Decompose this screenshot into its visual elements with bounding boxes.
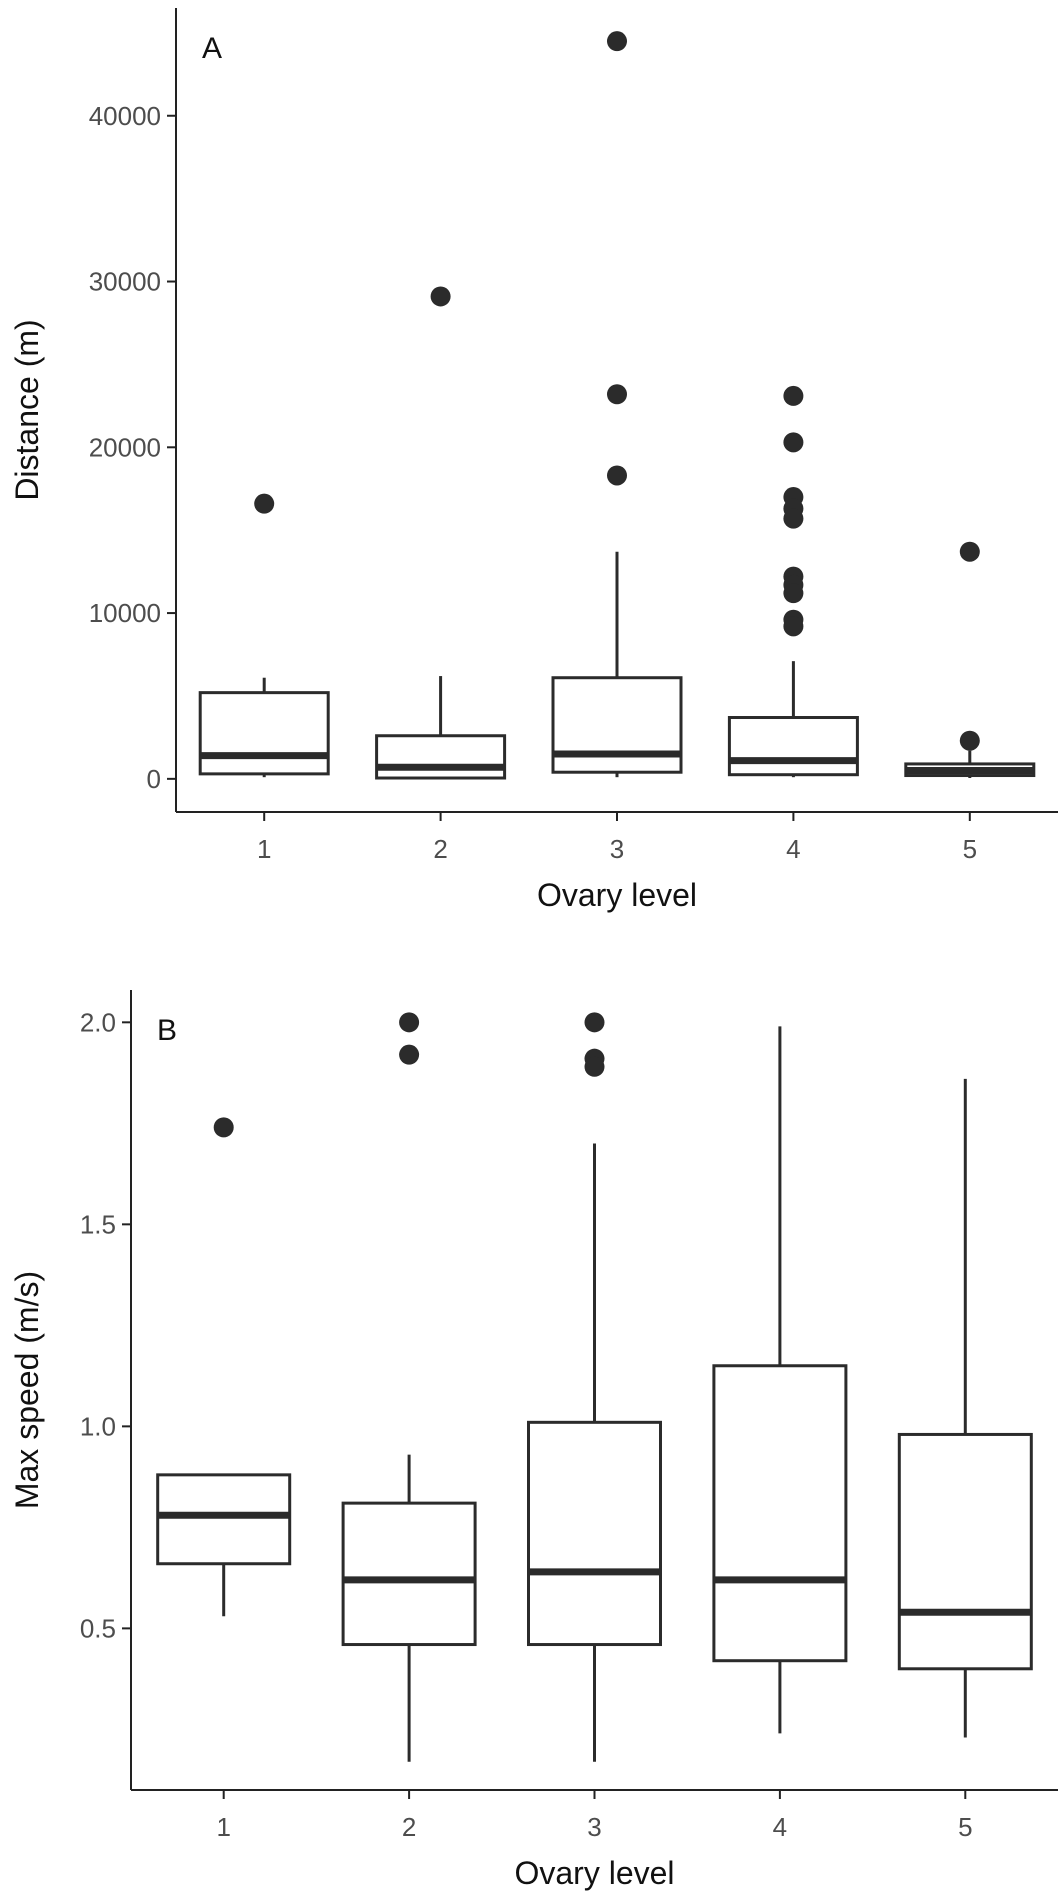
x-tick-label: 4 [773,1812,787,1842]
outlier-point [783,616,804,637]
outlier-point [959,730,980,751]
box-group-1 [198,493,330,778]
y-tick-label: 30000 [89,267,161,297]
outlier-point [584,1012,605,1033]
box-group-4 [727,385,859,778]
box-group-2 [341,1012,477,1762]
panel-a: 0 10000 20000 30000 40000 1 2 3 4 5 Ovary level Dis… [9,8,1058,913]
box [341,1501,477,1647]
box [712,1364,848,1663]
x-tick-label: 5 [963,834,977,864]
x-tick-label: 2 [433,834,447,864]
box-group-3 [551,31,683,778]
outlier-point [783,508,804,529]
box [156,1473,292,1566]
panel-label: A [202,32,222,65]
panel-label: B [157,1014,177,1047]
panel-b: 0.5 1.0 1.5 2.0 1 2 3 4 5 Ovary level Max speed (m… [9,990,1058,1891]
y-tick-label: 1.0 [80,1411,116,1441]
outlier-point [607,31,627,52]
box [727,716,859,777]
x-tick-label: 3 [610,834,624,864]
outlier-point [399,1044,420,1065]
outlier-point [783,385,804,406]
box [551,676,683,774]
outlier-point [254,493,275,514]
x-axis-title: Ovary level [537,877,697,913]
y-tick-label: 40000 [89,101,161,131]
x-tick-label: 3 [587,1812,601,1842]
x-tick-label: 1 [216,1812,230,1842]
x-tick-label: 2 [402,1812,416,1842]
box-group-5 [897,1078,1033,1738]
box-group-2 [375,286,507,780]
box-group-3 [527,1012,662,1762]
outlier-point [607,465,627,486]
y-tick-label: 20000 [89,432,161,462]
outlier-point [430,286,451,307]
outlier-point [783,583,804,604]
box-group-4 [712,1026,848,1734]
outlier-point [783,432,804,453]
y-tick-label: 2.0 [80,1007,116,1037]
outlier-point [959,541,980,562]
x-axis-title: Ovary level [514,1855,674,1891]
x-tick-label: 4 [786,834,800,864]
box [198,691,330,776]
outlier-point [607,384,627,405]
box [527,1420,662,1647]
outlier-point [399,1012,420,1033]
x-tick-label: 5 [958,1812,972,1842]
box-group-1 [156,1117,292,1617]
y-axis-title: Max speed (m/s) [9,1271,45,1509]
y-tick-label: 0 [147,764,161,794]
outlier-point [213,1117,234,1138]
box [375,734,507,780]
box-group-5 [904,541,1036,779]
y-axis-title: Distance (m) [9,319,45,500]
y-tick-label: 1.5 [80,1209,116,1239]
outlier-point [584,1056,605,1077]
y-tick-label: 0.5 [80,1613,116,1643]
x-tick-label: 1 [257,834,271,864]
y-tick-label: 10000 [89,598,161,628]
box [897,1432,1033,1671]
